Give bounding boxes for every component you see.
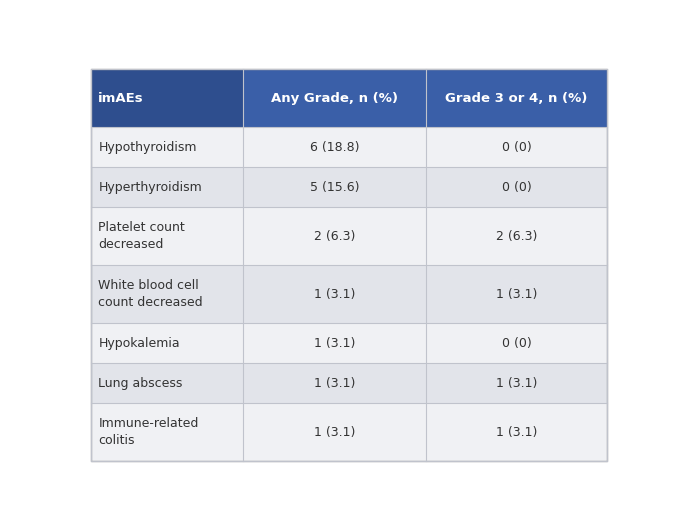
Text: 6 (18.8): 6 (18.8): [310, 141, 360, 154]
Bar: [426, 207, 607, 265]
Text: Platelet count
decreased: Platelet count decreased: [98, 221, 185, 251]
Bar: [426, 265, 607, 323]
Bar: [426, 127, 607, 167]
Text: 0 (0): 0 (0): [501, 337, 531, 350]
Text: 2 (6.3): 2 (6.3): [314, 229, 355, 243]
Text: 1 (3.1): 1 (3.1): [314, 376, 355, 390]
Text: 1 (3.1): 1 (3.1): [496, 426, 537, 439]
Text: 1 (3.1): 1 (3.1): [314, 426, 355, 439]
Text: 1 (3.1): 1 (3.1): [314, 337, 355, 350]
Text: Immune-related
colitis: Immune-related colitis: [98, 417, 199, 447]
Bar: [91, 403, 243, 461]
Text: White blood cell
count decreased: White blood cell count decreased: [98, 279, 203, 309]
Text: Hyperthyroidism: Hyperthyroidism: [98, 181, 202, 194]
Bar: [243, 363, 426, 403]
Bar: [91, 69, 243, 127]
Bar: [426, 403, 607, 461]
Text: 1 (3.1): 1 (3.1): [496, 288, 537, 301]
Bar: [243, 207, 426, 265]
Text: 1 (3.1): 1 (3.1): [314, 288, 355, 301]
Bar: [426, 363, 607, 403]
Text: 0 (0): 0 (0): [501, 181, 531, 194]
Bar: [243, 167, 426, 207]
Bar: [426, 323, 607, 363]
Bar: [91, 265, 243, 323]
Text: Lung abscess: Lung abscess: [98, 376, 183, 390]
Text: Any Grade, n (%): Any Grade, n (%): [271, 91, 398, 104]
Bar: [91, 127, 243, 167]
Bar: [91, 167, 243, 207]
Bar: [91, 323, 243, 363]
Bar: [426, 167, 607, 207]
Bar: [243, 265, 426, 323]
Bar: [91, 207, 243, 265]
Text: 0 (0): 0 (0): [501, 141, 531, 154]
Bar: [243, 127, 426, 167]
Text: Hypokalemia: Hypokalemia: [98, 337, 180, 350]
Bar: [243, 323, 426, 363]
Text: 2 (6.3): 2 (6.3): [496, 229, 537, 243]
Bar: [426, 69, 607, 127]
Text: imAEs: imAEs: [98, 91, 144, 104]
Text: 1 (3.1): 1 (3.1): [496, 376, 537, 390]
Bar: [243, 403, 426, 461]
Bar: [243, 69, 426, 127]
Text: Hypothyroidism: Hypothyroidism: [98, 141, 197, 154]
Bar: [91, 363, 243, 403]
Text: 5 (15.6): 5 (15.6): [310, 181, 360, 194]
Text: Grade 3 or 4, n (%): Grade 3 or 4, n (%): [445, 91, 588, 104]
